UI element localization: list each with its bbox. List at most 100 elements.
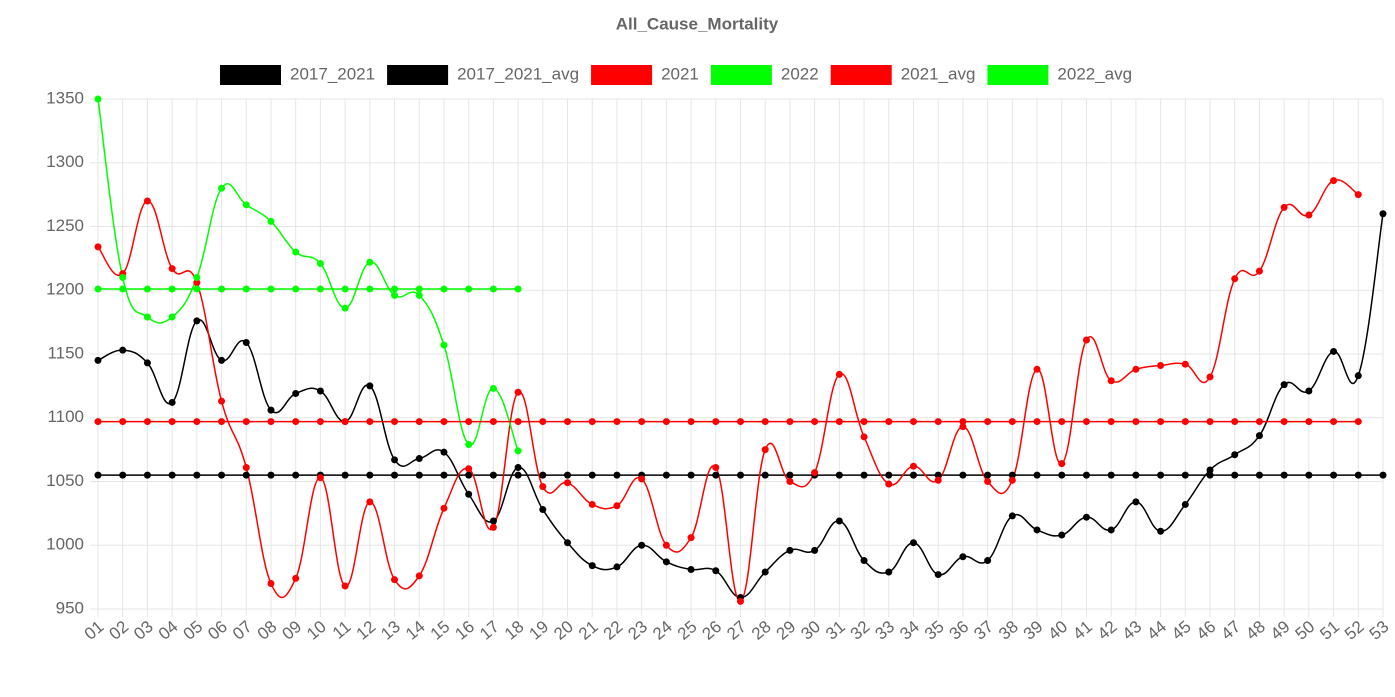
data-point — [786, 478, 794, 485]
legend-swatch — [710, 65, 772, 85]
data-point — [638, 541, 646, 549]
data-point — [119, 274, 127, 281]
data-point — [1354, 471, 1362, 479]
y-tick-label: 1050 — [46, 471, 84, 490]
data-point — [193, 317, 201, 325]
data-point — [712, 418, 720, 426]
data-point — [786, 471, 794, 479]
y-tick-label: 1100 — [47, 407, 84, 426]
data-point — [1157, 527, 1165, 535]
data-point — [119, 418, 127, 426]
data-point — [168, 398, 176, 406]
data-point — [341, 418, 349, 426]
x-tick-label: 10 — [303, 617, 330, 644]
data-point — [292, 285, 300, 293]
data-point — [119, 346, 127, 354]
data-point — [1033, 418, 1041, 426]
data-point — [514, 418, 522, 426]
data-point — [613, 471, 621, 479]
data-point — [341, 471, 349, 479]
data-point — [984, 557, 992, 565]
data-point — [761, 471, 769, 479]
data-point — [934, 476, 942, 484]
data-point — [1008, 471, 1016, 479]
legend-label: 2021 — [661, 64, 699, 83]
data-point — [465, 441, 473, 449]
data-point — [564, 479, 572, 487]
series-line — [97, 179, 1359, 603]
x-tick-label: 45 — [1168, 617, 1195, 644]
x-tick-label: 27 — [723, 617, 750, 644]
data-point — [1082, 336, 1090, 344]
data-point — [835, 471, 843, 479]
data-point — [465, 490, 473, 498]
data-point — [415, 471, 423, 479]
data-point — [1082, 471, 1090, 479]
data-point — [94, 243, 102, 251]
data-point — [242, 201, 250, 209]
data-point — [514, 388, 522, 396]
data-point — [761, 418, 769, 426]
x-tick-label: 07 — [229, 617, 256, 644]
data-point — [168, 285, 176, 293]
data-point — [1305, 387, 1313, 395]
data-point — [391, 576, 399, 584]
data-point — [415, 572, 423, 580]
data-point — [662, 541, 670, 549]
x-tick-label: 39 — [1020, 617, 1047, 644]
data-point — [168, 313, 176, 321]
x-tick-label: 41 — [1069, 617, 1096, 644]
data-point — [1330, 347, 1338, 355]
y-tick-label: 1000 — [46, 535, 84, 554]
x-tick-label: 51 — [1316, 617, 1343, 644]
data-point — [1132, 498, 1140, 506]
x-tick-label: 16 — [451, 617, 478, 644]
x-tick-label: 06 — [204, 617, 231, 644]
data-point — [959, 423, 967, 431]
points — [94, 95, 1387, 605]
data-point — [94, 471, 102, 479]
data-point — [638, 475, 646, 483]
data-point — [193, 279, 201, 287]
data-point — [440, 448, 448, 456]
data-point — [94, 418, 102, 426]
data-point — [1305, 471, 1313, 479]
data-point — [366, 258, 374, 266]
data-point — [292, 418, 300, 426]
x-tick-label: 30 — [797, 617, 824, 644]
data-point — [514, 463, 522, 471]
data-point — [1354, 418, 1362, 426]
x-tick-label: 05 — [180, 617, 207, 644]
legend: 2017_2021 2017_2021_avg 2021 2022 2021_avg 20… — [220, 64, 1132, 85]
grid: 9501000105011001150120012501300135001020… — [46, 88, 1392, 643]
data-point — [440, 504, 448, 512]
data-point — [1008, 512, 1016, 520]
data-point — [193, 418, 201, 426]
data-point — [316, 474, 324, 482]
data-point — [662, 418, 670, 426]
data-point — [415, 291, 423, 299]
data-point — [1033, 471, 1041, 479]
data-point — [761, 446, 769, 454]
x-tick-label: 36 — [946, 617, 973, 644]
x-tick-label: 23 — [624, 617, 651, 644]
x-tick-label: 12 — [353, 617, 380, 644]
data-point — [415, 455, 423, 463]
data-point — [1255, 418, 1263, 426]
data-point — [267, 406, 275, 414]
data-point — [811, 418, 819, 426]
data-point — [1181, 471, 1189, 479]
y-tick-label: 1350 — [46, 88, 84, 107]
x-tick-label: 33 — [872, 617, 899, 644]
data-point — [1206, 373, 1214, 381]
data-point — [366, 382, 374, 390]
data-point — [588, 500, 596, 508]
data-point — [415, 418, 423, 426]
data-point — [440, 471, 448, 479]
x-tick-label: 29 — [773, 617, 800, 644]
data-point — [242, 339, 250, 347]
data-point — [514, 285, 522, 293]
data-point — [267, 217, 275, 225]
data-point — [885, 471, 893, 479]
data-point — [984, 478, 992, 485]
